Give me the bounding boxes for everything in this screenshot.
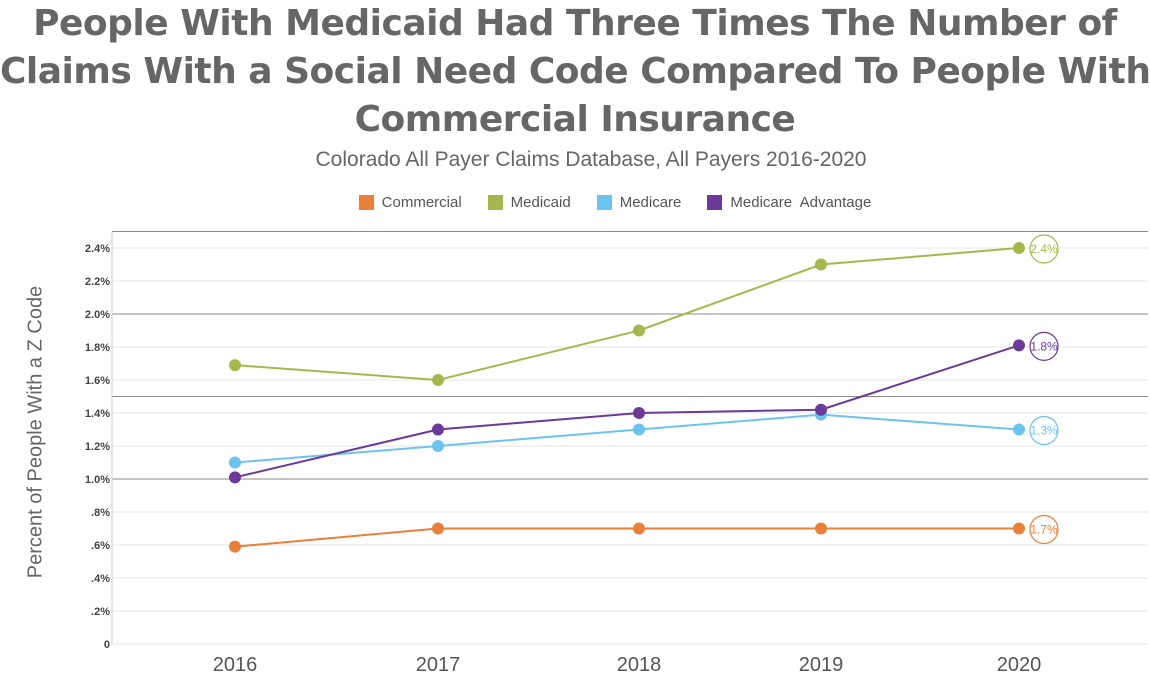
data-point-medicare-advantage — [633, 407, 645, 419]
y-tick-label: 1.8% — [85, 342, 110, 354]
y-tick-label: 0 — [104, 639, 110, 651]
chart-title: People With Medicaid Had Three Times The… — [0, 0, 1150, 144]
legend-item-medicare-advantage: Medicare Advantage — [707, 194, 871, 211]
y-tick-label: 1.6% — [85, 375, 110, 387]
data-point-commercial — [229, 540, 241, 553]
end-label-ring-medicare — [1029, 415, 1059, 446]
end-label-ring-medicaid — [1029, 234, 1059, 264]
end-label-ring-commercial — [1029, 514, 1059, 545]
data-point-medicaid — [1013, 242, 1025, 254]
legend-label-medicaid: Medicaid — [510, 194, 571, 211]
data-label-medicare: 1.3% — [1030, 424, 1058, 438]
data-point-medicare-advantage — [432, 423, 444, 436]
end-label-ring-medicare-advantage — [1029, 331, 1059, 361]
y-tick-label: 2.4% — [85, 243, 110, 255]
y-tick-label: 1.2% — [85, 441, 110, 453]
data-label-medicare-advantage: 1.8% — [1030, 339, 1058, 353]
legend-label-medicare: Medicare — [619, 194, 682, 211]
x-tick-label: 2020 — [997, 654, 1042, 676]
legend-swatch-medicare-advantage — [707, 195, 723, 210]
chart-legend: Commercial Medicaid Medicare Medicare Ad… — [0, 194, 1150, 211]
data-point-medicare-advantage — [1013, 339, 1025, 352]
data-point-medicaid — [633, 324, 645, 337]
series-line-commercial — [234, 527, 1019, 548]
data-point-commercial — [432, 522, 444, 535]
y-tick-label: .6% — [91, 540, 110, 552]
chart-title-line-2: Claims With a Social Need Code Compared … — [0, 51, 1150, 92]
data-point-medicaid — [229, 359, 241, 372]
legend-item-medicare: Medicare — [596, 194, 682, 211]
data-point-medicare — [633, 423, 645, 436]
data-point-commercial — [1013, 522, 1025, 535]
data-point-medicare — [229, 456, 241, 469]
legend-label-medicare-advantage: Medicare Advantage — [730, 194, 872, 211]
data-point-medicare-advantage — [815, 403, 827, 416]
x-tick-label: 2019 — [799, 654, 844, 676]
data-point-medicaid — [432, 374, 444, 386]
legend-label-commercial: Commercial — [381, 194, 462, 211]
legend-swatch-medicare — [596, 195, 612, 210]
data-point-medicare-advantage — [229, 471, 241, 484]
data-point-medicare — [1013, 423, 1025, 436]
legend-swatch-commercial — [358, 195, 374, 210]
y-tick-label: .8% — [91, 507, 110, 519]
x-tick-label: 2017 — [416, 654, 461, 676]
y-tick-label: 2.2% — [85, 276, 110, 288]
chart-title-line-1: People With Medicaid Had Three Times The… — [33, 3, 1117, 44]
chart-title-line-3: Commercial Insurance — [354, 99, 796, 140]
legend-item-commercial: Commercial — [358, 194, 462, 211]
data-point-medicaid — [815, 258, 827, 271]
y-tick-label: 1.4% — [85, 408, 110, 420]
chart-subtitle: Colorado All Payer Claims Database, All … — [315, 148, 867, 171]
series-line-medicare-advantage — [234, 344, 1020, 479]
series-line-medicare — [234, 413, 1020, 464]
data-point-commercial — [633, 522, 645, 535]
y-tick-label: 2.0% — [85, 309, 110, 321]
data-point-medicare — [432, 440, 444, 452]
legend-swatch-medicaid — [487, 195, 503, 210]
x-tick-label: 2016 — [213, 654, 258, 676]
data-label-commercial: 1.7% — [1030, 523, 1058, 537]
data-point-commercial — [815, 522, 827, 535]
y-tick-label: .4% — [91, 573, 110, 585]
y-tick-label: 1.0% — [85, 474, 110, 486]
y-tick-label: .2% — [91, 606, 110, 618]
data-label-medicaid: 2.4% — [1030, 242, 1058, 256]
x-tick-label: 2018 — [617, 654, 662, 676]
legend-item-medicaid: Medicaid — [487, 194, 571, 211]
